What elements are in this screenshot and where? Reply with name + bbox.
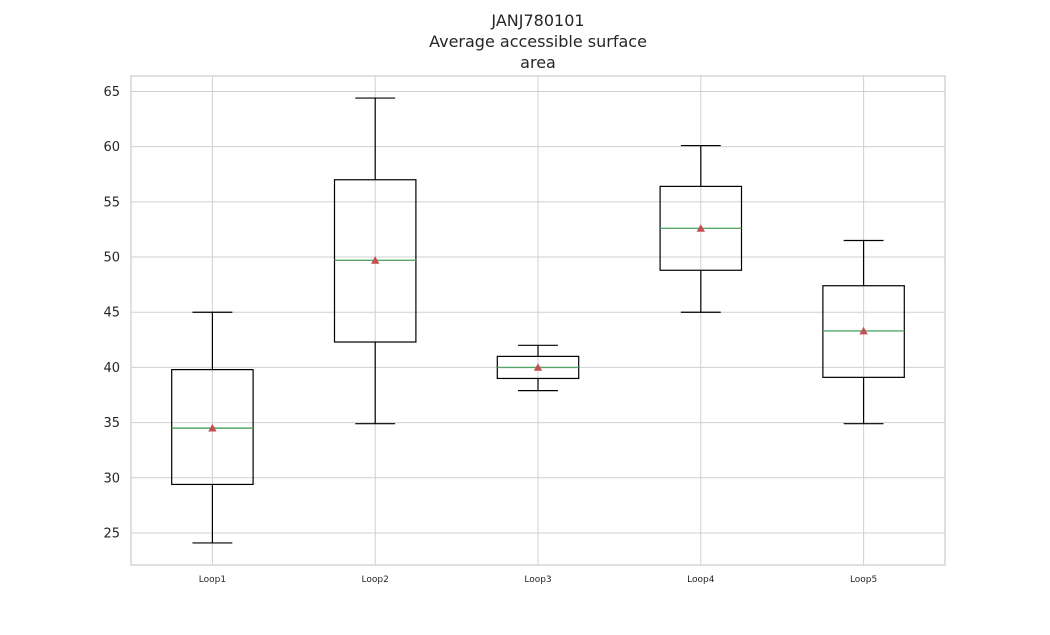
mean-marker xyxy=(208,423,217,432)
x-tick-label: Loop3 xyxy=(524,575,551,585)
box-loop3 xyxy=(496,344,580,392)
y-tick-label: 25 xyxy=(103,526,120,541)
x-tick-label: Loop1 xyxy=(199,575,226,585)
y-tick-label: 50 xyxy=(103,251,120,266)
mean-marker xyxy=(371,256,380,264)
x-tick-label: Loop4 xyxy=(687,575,715,585)
box-loop4 xyxy=(659,144,743,313)
chart-title-line-3: area xyxy=(520,53,556,72)
x-tick-label: Loop2 xyxy=(362,575,389,585)
y-tick-label: 30 xyxy=(103,471,120,486)
iqr-box xyxy=(171,369,254,486)
y-tick-label: 65 xyxy=(103,85,120,100)
mean-marker xyxy=(859,326,868,335)
box-loop5 xyxy=(822,239,905,425)
y-tick-label: 35 xyxy=(103,416,120,431)
x-tick-label: Loop5 xyxy=(850,575,877,585)
box-loop1 xyxy=(171,311,254,544)
chart-title-line-2: Average accessible surface xyxy=(429,32,647,51)
chart-title-line-1: JANJ780101 xyxy=(490,11,584,30)
axis-layer: 25 30 35 40 45 50 55 60 65 Loop1 Loop2 Loop3 Loop4 Lo… xyxy=(103,75,946,585)
mean-marker xyxy=(533,363,543,371)
mean-marker xyxy=(696,224,705,232)
y-tick-label: 45 xyxy=(103,306,120,321)
y-tick-label: 55 xyxy=(103,195,120,210)
box-layer xyxy=(171,97,905,544)
y-tick-label: 60 xyxy=(103,140,120,155)
plot-frame xyxy=(130,75,946,566)
box-loop2 xyxy=(333,97,417,425)
y-tick-label: 40 xyxy=(103,361,120,376)
